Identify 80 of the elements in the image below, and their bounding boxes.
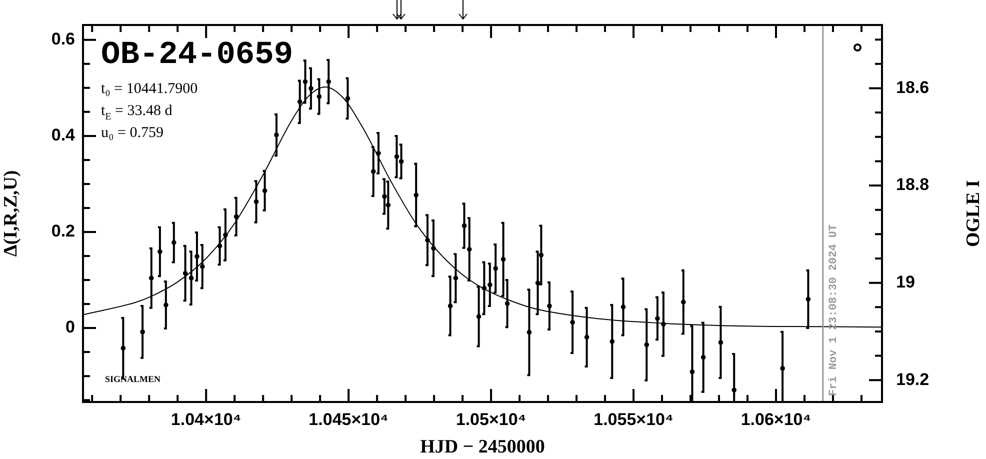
point xyxy=(655,316,660,321)
point xyxy=(120,346,126,351)
y2-axis-title: OGLE I xyxy=(963,180,984,248)
point xyxy=(547,304,552,308)
point xyxy=(140,329,145,334)
point xyxy=(690,369,695,374)
point xyxy=(194,254,200,259)
x-tick-label: 1.055×10⁴ xyxy=(594,410,674,429)
point xyxy=(488,282,492,288)
point xyxy=(732,388,737,392)
point xyxy=(414,192,419,198)
y2-tick-label: 18.8 xyxy=(896,175,930,194)
point xyxy=(500,256,506,262)
annotation: u₀ = 0.759 xyxy=(101,125,164,141)
annotation: t₀ = 10441.7900 xyxy=(101,81,198,97)
point xyxy=(297,99,302,104)
point xyxy=(262,188,268,194)
y-tick-label: 0 xyxy=(66,318,75,337)
x-tick-label: 1.045×10⁴ xyxy=(308,410,388,429)
point xyxy=(164,302,168,308)
point xyxy=(345,96,350,101)
point xyxy=(448,304,453,308)
point xyxy=(370,169,376,174)
point xyxy=(386,202,391,208)
point xyxy=(718,340,724,345)
y-tick-label: 0.6 xyxy=(51,30,75,49)
point xyxy=(620,304,626,310)
point xyxy=(398,158,404,164)
y2-tick-label: 19.2 xyxy=(896,370,930,389)
point xyxy=(223,232,228,238)
point xyxy=(661,322,666,327)
point xyxy=(182,270,188,276)
point xyxy=(466,246,472,252)
point xyxy=(431,246,436,251)
point xyxy=(462,223,467,228)
point xyxy=(453,276,458,280)
x-axis-title: HJD − 2450000 xyxy=(420,436,545,458)
point xyxy=(254,199,259,204)
point xyxy=(326,79,332,84)
chart-title: OB-24-0659 xyxy=(101,36,294,73)
point xyxy=(680,300,686,305)
point xyxy=(526,330,532,335)
point xyxy=(234,214,239,220)
point xyxy=(806,296,811,302)
annotation: Fri Nov 1 23:08:30 2024 UT xyxy=(828,224,840,396)
point xyxy=(376,150,381,156)
point xyxy=(425,238,430,243)
point xyxy=(476,314,482,319)
point xyxy=(535,280,540,286)
y2-tick-label: 19 xyxy=(896,272,915,292)
y2-tick-label: 18.6 xyxy=(896,78,930,97)
point xyxy=(538,252,544,258)
point xyxy=(504,301,510,306)
point xyxy=(570,320,575,325)
x-tick-label: 1.06×10⁴ xyxy=(740,410,812,429)
point xyxy=(610,339,615,344)
y-tick-label: 0.2 xyxy=(51,222,75,241)
point xyxy=(158,249,162,254)
point xyxy=(700,354,706,360)
point xyxy=(316,94,322,99)
y-tick-label: 0.4 xyxy=(51,126,76,145)
x-tick-label: 1.04×10⁴ xyxy=(170,410,242,429)
point xyxy=(584,334,590,340)
point xyxy=(382,194,387,199)
point xyxy=(780,366,785,371)
x-tick-label: 1.05×10⁴ xyxy=(456,410,526,429)
point xyxy=(188,276,194,280)
point xyxy=(172,240,176,245)
point xyxy=(394,154,400,159)
point xyxy=(308,86,314,91)
point xyxy=(148,276,154,280)
annotation: SIGNALMEN xyxy=(105,374,162,384)
point xyxy=(200,264,205,269)
point xyxy=(482,286,487,291)
point xyxy=(302,79,308,84)
point xyxy=(217,244,222,248)
point xyxy=(274,132,279,138)
point xyxy=(493,266,498,271)
point xyxy=(644,342,650,348)
y-axis-title: Δ(I,R,Z,U) xyxy=(0,170,22,257)
